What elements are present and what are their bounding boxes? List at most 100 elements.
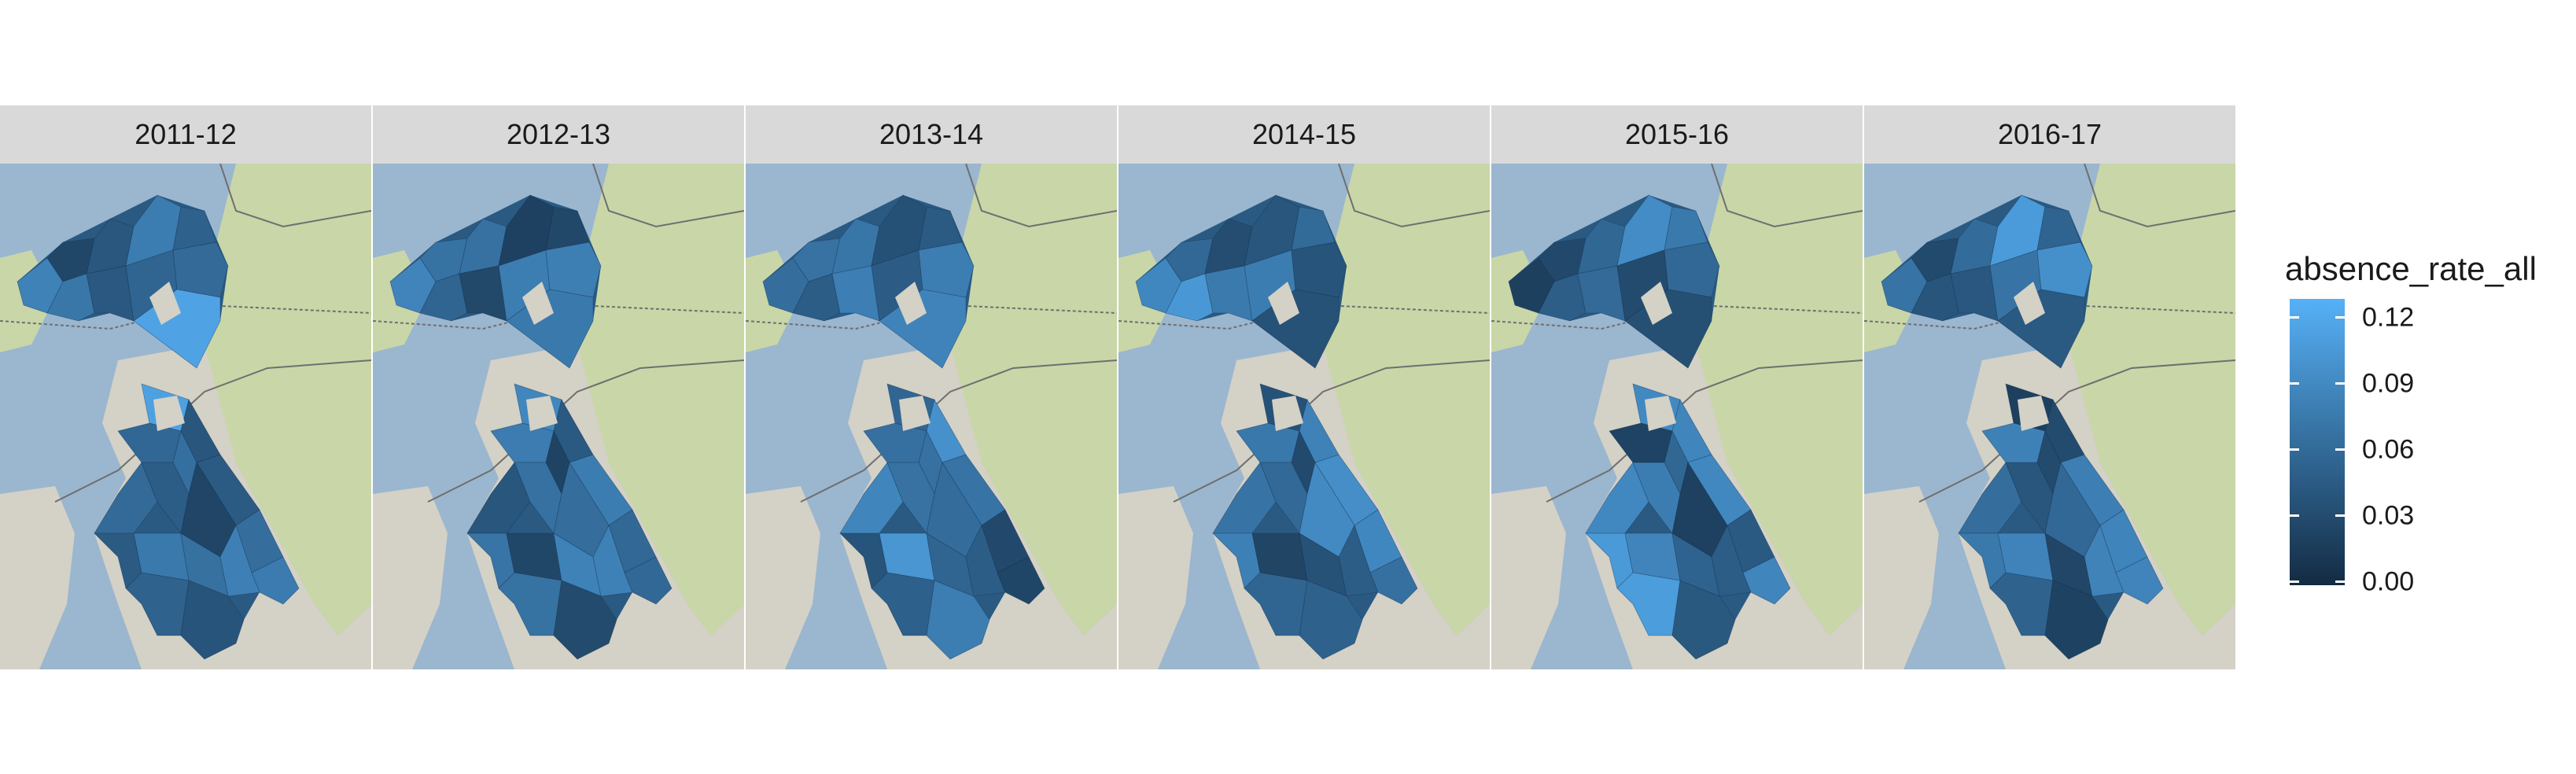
district-area [624, 556, 673, 605]
facet-panel: 2011-12 [0, 105, 371, 669]
non-district-area [149, 282, 181, 325]
legend-tick-right [2335, 382, 2345, 385]
district-area [459, 265, 507, 322]
district-area [831, 265, 880, 322]
choropleth-map [746, 164, 1117, 669]
non-district-area [526, 396, 558, 431]
district-area [1911, 273, 1959, 322]
district-area [553, 580, 617, 660]
peninsula-landmass [746, 486, 820, 669]
road-line [1711, 164, 1863, 228]
non-district-area [1268, 282, 1299, 325]
district-area [1577, 265, 1626, 322]
facet-panel: 2015-16 [1491, 105, 1863, 669]
legend-title: absence_rate_all [2285, 250, 2537, 287]
bridge-line [1491, 304, 1863, 330]
facet-strip: 2014-15 [1118, 105, 1490, 164]
facet-strip-label: 2012-13 [506, 118, 611, 150]
district-area [1664, 241, 1720, 298]
bridge-line [0, 304, 371, 330]
district-area [86, 265, 135, 322]
color-legend: absence_rate_all 0.12 0.09 0.06 0.03 0.0… [2285, 250, 2568, 597]
legend-colorbar [2290, 299, 2345, 585]
district-area [926, 580, 990, 660]
road-line [1338, 164, 1490, 228]
facet-panel: 2013-14 [746, 105, 1117, 669]
hills-landmass [1692, 164, 1863, 636]
non-district-area [1272, 396, 1303, 431]
facet-strip: 2013-14 [746, 105, 1117, 164]
road-line [965, 164, 1117, 228]
legend-tick-left [2290, 514, 2299, 517]
facet-strip-label: 2013-14 [879, 118, 984, 150]
facet-strip-label: 2014-15 [1251, 118, 1357, 150]
district-area [997, 556, 1045, 605]
non-district-area [2018, 396, 2049, 431]
district-area [792, 273, 841, 322]
legend-tick-left [2290, 316, 2299, 319]
facet-panel: 2012-13 [373, 105, 744, 669]
hills-landmass [946, 164, 1117, 636]
district-area [2036, 241, 2093, 298]
choropleth-map [0, 164, 371, 669]
legend-tick-left [2290, 580, 2299, 583]
non-district-area [1641, 282, 1672, 325]
non-district-area [1645, 396, 1676, 431]
basemap [1491, 164, 1863, 669]
choropleth-map [1118, 164, 1490, 669]
bridge-line [1118, 304, 1490, 330]
district-area [1204, 265, 1253, 322]
bridge-line [373, 304, 744, 330]
facet-strip-label: 2015-16 [1624, 118, 1730, 150]
district-area [1742, 556, 1791, 605]
district-area [172, 241, 229, 298]
non-district-area [2014, 282, 2045, 325]
non-district-area [522, 282, 554, 325]
choropleth-map [1491, 164, 1863, 669]
legend-tick-right [2335, 448, 2345, 451]
legend-tick-right [2335, 580, 2345, 583]
facet-strip: 2011-12 [0, 105, 371, 164]
district-area [545, 241, 602, 298]
district-area [918, 241, 975, 298]
basemap [373, 164, 744, 669]
highway-line [800, 359, 1117, 503]
highway-line [1173, 359, 1490, 503]
hills-landmass [1319, 164, 1490, 636]
legend-tick-label: 0.06 [2362, 434, 2415, 465]
district-area [1369, 556, 1418, 605]
peninsula-landmass [0, 486, 75, 669]
peninsula-landmass [1864, 486, 1939, 669]
legend-tick-right [2335, 514, 2345, 517]
district-area [2115, 556, 2164, 605]
legend-tick-label: 0.03 [2362, 500, 2415, 531]
facet-panel: 2016-17 [1864, 105, 2235, 669]
road-line [592, 164, 744, 228]
legend-tick-label: 0.12 [2362, 302, 2415, 333]
facet-strip: 2012-13 [373, 105, 744, 164]
hills-landmass [201, 164, 371, 636]
highway-line [54, 359, 371, 503]
road-line [2084, 164, 2235, 228]
peninsula-landmass [1118, 486, 1193, 669]
district-area [1291, 241, 1347, 298]
basemap [746, 164, 1117, 669]
district-area [1950, 265, 1999, 322]
choropleth-map [1864, 164, 2235, 669]
non-district-area [153, 396, 185, 431]
facet-strip-label: 2016-17 [1997, 118, 2102, 150]
district-area [1299, 580, 1363, 660]
legend-tick-label: 0.00 [2362, 566, 2415, 597]
basemap [1864, 164, 2235, 669]
peninsula-landmass [373, 486, 448, 669]
district-area [1538, 273, 1587, 322]
legend-tick-right [2335, 316, 2345, 319]
legend-tick-label: 0.09 [2362, 368, 2415, 399]
facet-strip: 2016-17 [1864, 105, 2235, 164]
choropleth-map [373, 164, 744, 669]
highway-line [427, 359, 744, 503]
district-area [180, 580, 245, 660]
district-area [1165, 273, 1214, 322]
bridge-line [1864, 304, 2235, 330]
